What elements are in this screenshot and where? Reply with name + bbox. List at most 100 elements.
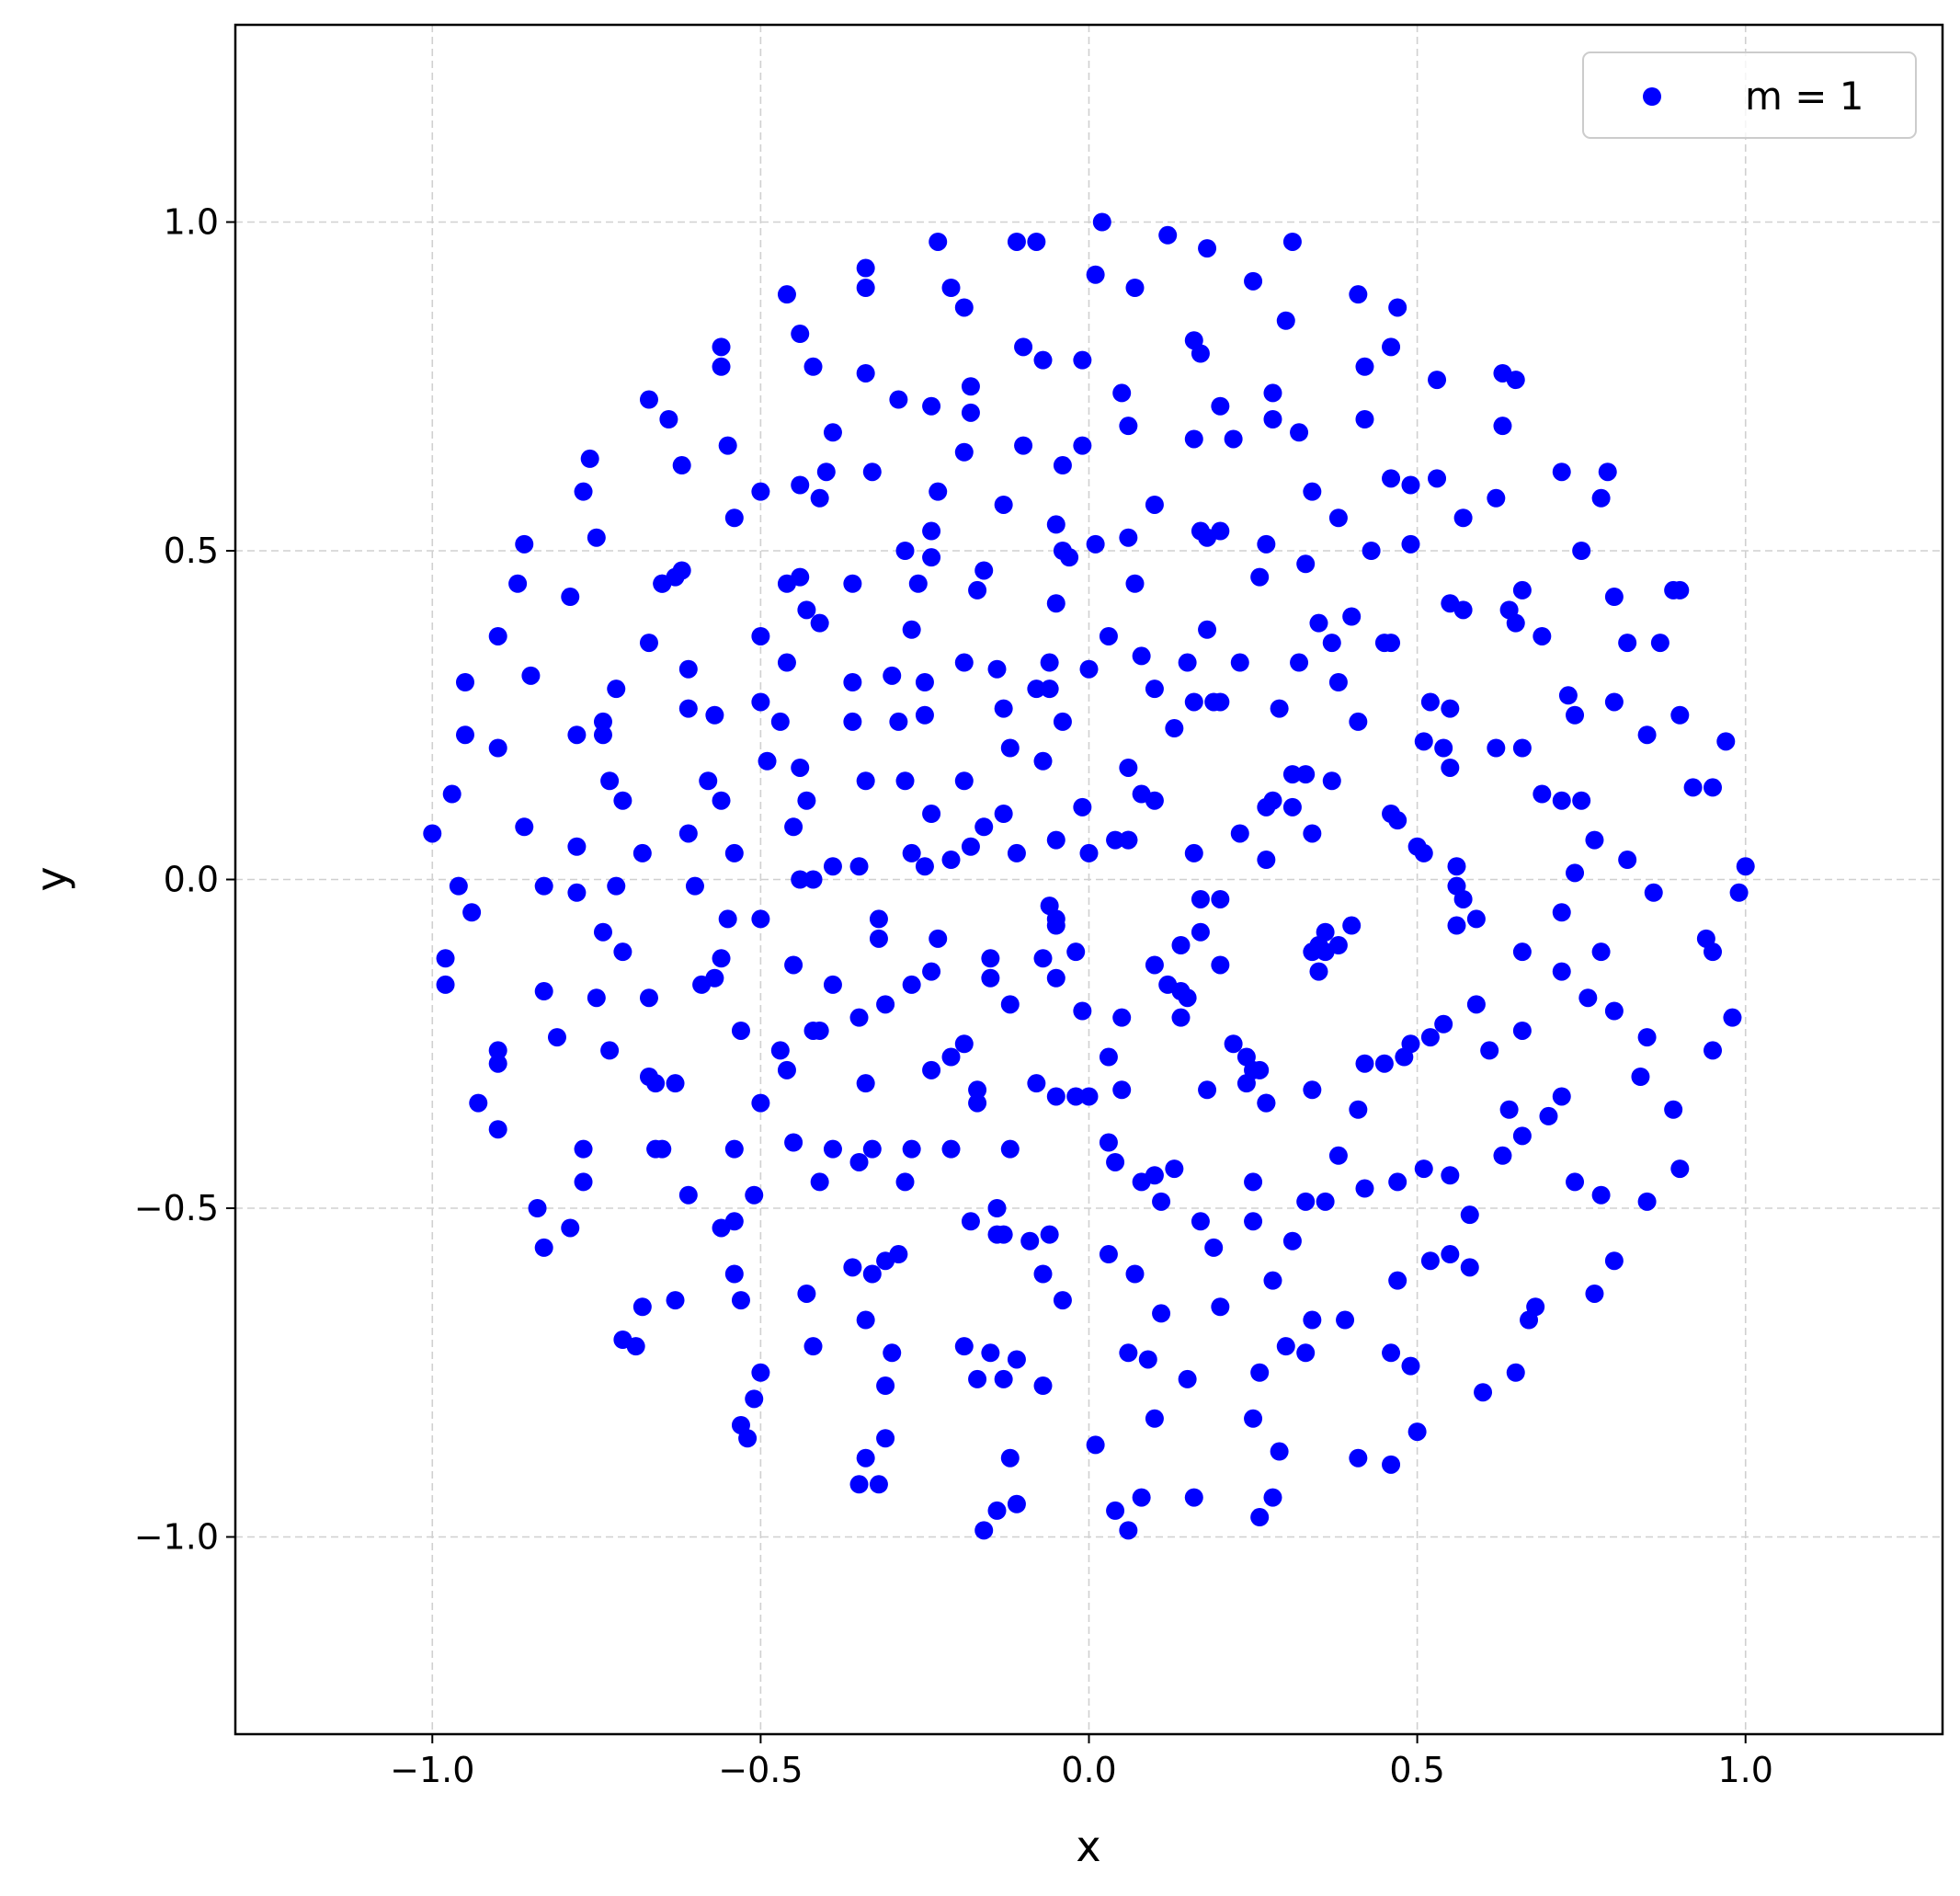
point — [1086, 1435, 1105, 1455]
point — [1027, 1074, 1046, 1093]
point — [915, 705, 934, 725]
point — [1211, 889, 1230, 908]
point — [1618, 851, 1637, 870]
point — [1033, 751, 1053, 771]
point — [724, 1139, 744, 1159]
point — [1303, 1310, 1322, 1330]
point — [607, 876, 626, 896]
point — [849, 1152, 869, 1171]
point — [1145, 955, 1164, 975]
point — [816, 463, 836, 482]
legend-marker — [1643, 87, 1661, 106]
point — [1073, 797, 1092, 817]
point — [1119, 528, 1138, 547]
point — [1566, 863, 1585, 883]
point — [712, 1218, 731, 1238]
point — [1591, 488, 1611, 508]
point — [1382, 337, 1401, 357]
point — [1282, 765, 1302, 784]
point — [632, 1297, 652, 1317]
point — [1664, 1100, 1683, 1119]
point — [1401, 475, 1420, 495]
point — [1670, 705, 1690, 725]
point — [678, 824, 698, 843]
point — [1414, 1159, 1433, 1179]
point — [646, 1074, 666, 1093]
point — [883, 1343, 902, 1363]
point — [791, 567, 810, 587]
point — [1250, 1508, 1270, 1527]
point — [1290, 423, 1309, 442]
point — [515, 817, 534, 837]
point — [423, 824, 442, 843]
point — [561, 1218, 580, 1238]
point — [1704, 1041, 1723, 1060]
point — [961, 837, 980, 856]
x-tick-label: −0.5 — [718, 1750, 803, 1790]
point — [574, 1172, 593, 1192]
point — [1112, 1008, 1132, 1027]
point — [1474, 1383, 1493, 1402]
point — [1053, 712, 1072, 731]
point — [567, 725, 587, 745]
point — [1395, 1047, 1414, 1067]
point — [876, 1429, 895, 1448]
point — [738, 1429, 758, 1448]
point — [1487, 488, 1506, 508]
point — [1453, 889, 1473, 908]
point — [1533, 784, 1552, 804]
point — [1145, 495, 1164, 514]
point — [1033, 1376, 1053, 1396]
point — [1420, 1251, 1440, 1271]
point — [1644, 883, 1663, 902]
point — [856, 258, 875, 278]
point — [1441, 699, 1460, 718]
point — [1309, 613, 1328, 633]
point — [1322, 771, 1341, 791]
point — [1000, 1139, 1020, 1159]
point — [692, 975, 712, 994]
point — [1355, 357, 1374, 376]
point — [1309, 962, 1328, 981]
point — [1040, 1225, 1059, 1244]
point — [1328, 673, 1348, 691]
y-tick-label: 1.0 — [164, 202, 219, 243]
point — [1250, 1060, 1270, 1079]
point — [1487, 738, 1506, 758]
point — [1244, 271, 1263, 291]
point — [843, 712, 862, 731]
point — [1631, 1068, 1650, 1086]
point — [1441, 1245, 1460, 1264]
point — [856, 1074, 875, 1093]
point — [1428, 371, 1447, 390]
point — [929, 482, 948, 501]
point — [1145, 680, 1164, 699]
point — [1447, 916, 1466, 935]
point — [1165, 719, 1184, 738]
point — [777, 1060, 796, 1079]
point — [1263, 410, 1282, 428]
point — [1466, 995, 1486, 1014]
x-axis-label: x — [1076, 1822, 1100, 1871]
point — [981, 949, 1000, 968]
point — [908, 574, 928, 593]
point — [1014, 436, 1033, 455]
point — [954, 1034, 974, 1054]
point — [639, 634, 658, 653]
y-tick-label: 0.0 — [164, 860, 219, 900]
point — [1296, 765, 1316, 784]
point — [593, 725, 612, 745]
point — [929, 929, 948, 948]
point — [666, 1291, 685, 1310]
point — [823, 1139, 842, 1159]
point — [1552, 791, 1571, 810]
point — [1119, 1343, 1138, 1363]
point — [1027, 232, 1046, 251]
point — [1230, 653, 1249, 672]
point — [803, 357, 823, 376]
point — [1066, 942, 1086, 962]
point — [1198, 620, 1217, 639]
point — [745, 1185, 764, 1205]
point — [981, 968, 1000, 988]
point — [1598, 463, 1617, 482]
